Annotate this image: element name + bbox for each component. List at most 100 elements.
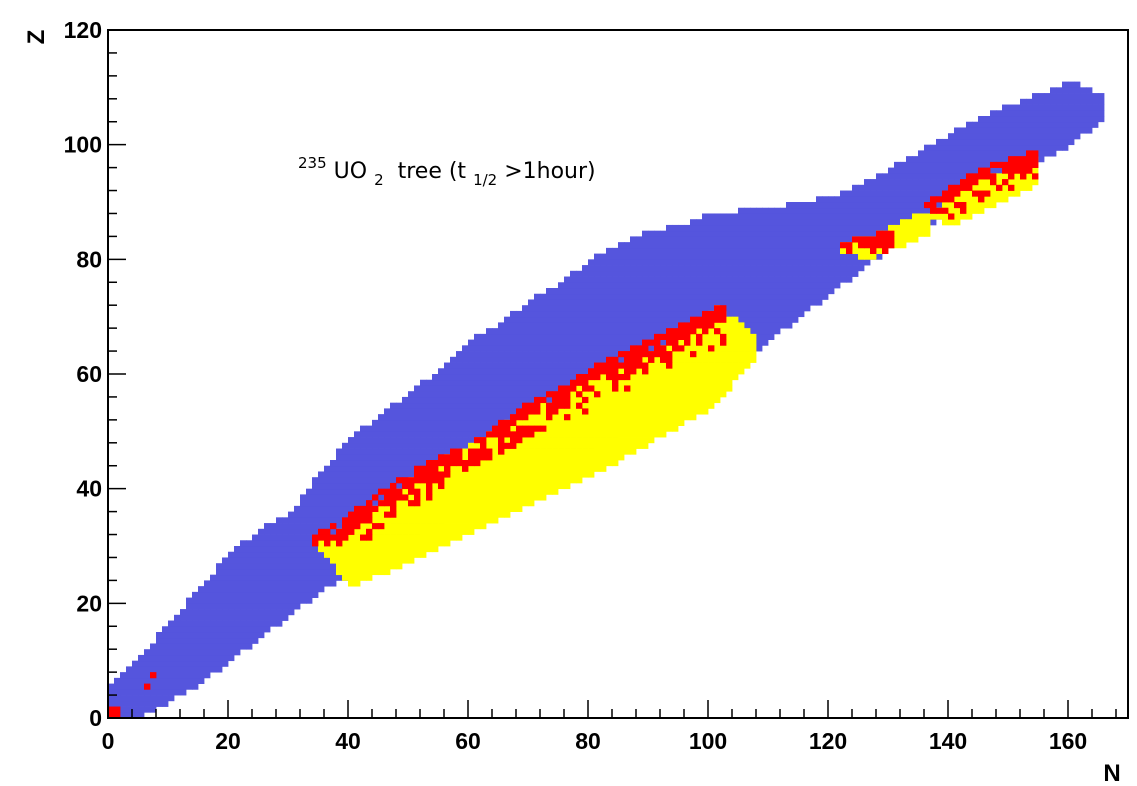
blue-cell (1050, 93, 1056, 99)
blue-cell (318, 557, 324, 563)
blue-cell (720, 225, 726, 231)
blue-cell (156, 661, 162, 667)
blue-cell (666, 248, 672, 254)
blue-cell (798, 311, 804, 317)
red-cell (612, 357, 618, 363)
yellow-cell (522, 494, 528, 500)
yellow-cell (540, 420, 546, 426)
blue-cell (690, 277, 696, 283)
blue-cell (1008, 122, 1014, 128)
yellow-cell (612, 454, 618, 460)
blue-cell (534, 380, 540, 386)
blue-cell (258, 603, 264, 609)
blue-cell (708, 288, 714, 294)
blue-cell (594, 299, 600, 305)
yellow-cell (468, 500, 474, 506)
blue-cell (984, 122, 990, 128)
blue-cell (204, 666, 210, 672)
blue-cell (708, 248, 714, 254)
blue-cell (864, 219, 870, 225)
blue-cell (744, 271, 750, 277)
blue-cell (1056, 87, 1062, 93)
blue-cell (360, 477, 366, 483)
blue-cell (420, 397, 426, 403)
blue-cell (510, 357, 516, 363)
yellow-cell (648, 414, 654, 420)
blue-cell (258, 621, 264, 627)
blue-cell (552, 363, 558, 369)
red-cell (606, 357, 612, 363)
blue-cell (408, 431, 414, 437)
blue-cell (222, 609, 228, 615)
yellow-cell (408, 506, 414, 512)
blue-cell (396, 443, 402, 449)
yellow-cell (660, 397, 666, 403)
yellow-cell (990, 196, 996, 202)
red-cell (366, 517, 372, 523)
yellow-cell (468, 489, 474, 495)
red-cell (474, 437, 480, 443)
yellow-cell (582, 471, 588, 477)
yellow-cell (462, 494, 468, 500)
blue-cell (930, 145, 936, 151)
blue-cell (426, 385, 432, 391)
yellow-cell (540, 454, 546, 460)
blue-cell (1050, 122, 1056, 128)
blue-cell (264, 615, 270, 621)
red-cell (414, 494, 420, 500)
blue-cell (810, 248, 816, 254)
blue-cell (522, 351, 528, 357)
red-cell (684, 328, 690, 334)
yellow-cell (504, 489, 510, 495)
blue-cell (972, 162, 978, 168)
yellow-cell (420, 535, 426, 541)
yellow-cell (510, 454, 516, 460)
blue-cell (462, 368, 468, 374)
red-cell (318, 535, 324, 541)
yellow-cell (738, 328, 744, 334)
blue-cell (120, 701, 126, 707)
yellow-cell (324, 552, 330, 558)
yellow-cell (726, 334, 732, 340)
blue-cell (816, 225, 822, 231)
yellow-cell (360, 575, 366, 581)
blue-cell (768, 271, 774, 277)
blue-cell (846, 254, 852, 260)
yellow-cell (744, 340, 750, 346)
red-cell (936, 208, 942, 214)
blue-cell (222, 563, 228, 569)
blue-cell (768, 305, 774, 311)
blue-cell (510, 340, 516, 346)
blue-cell (786, 213, 792, 219)
blue-cell (792, 305, 798, 311)
blue-cell (168, 661, 174, 667)
blue-cell (618, 277, 624, 283)
blue-cell (558, 317, 564, 323)
blue-cell (372, 477, 378, 483)
blue-cell (588, 299, 594, 305)
blue-cell (768, 282, 774, 288)
blue-cell (822, 254, 828, 260)
red-cell (450, 454, 456, 460)
blue-cell (540, 340, 546, 346)
blue-cell (180, 632, 186, 638)
blue-cell (552, 305, 558, 311)
yellow-cell (516, 494, 522, 500)
blue-cell (192, 638, 198, 644)
blue-cell (438, 380, 444, 386)
blue-cell (642, 282, 648, 288)
blue-cell (738, 225, 744, 231)
blue-cell (756, 288, 762, 294)
blue-cell (492, 363, 498, 369)
yellow-cell (576, 414, 582, 420)
red-cell (882, 231, 888, 237)
blue-cell (1026, 127, 1032, 133)
blue-cell (972, 133, 978, 139)
red-cell (702, 328, 708, 334)
blue-cell (588, 271, 594, 277)
blue-cell (690, 305, 696, 311)
blue-cell (246, 575, 252, 581)
blue-cell (822, 213, 828, 219)
red-cell (582, 397, 588, 403)
blue-cell (516, 391, 522, 397)
